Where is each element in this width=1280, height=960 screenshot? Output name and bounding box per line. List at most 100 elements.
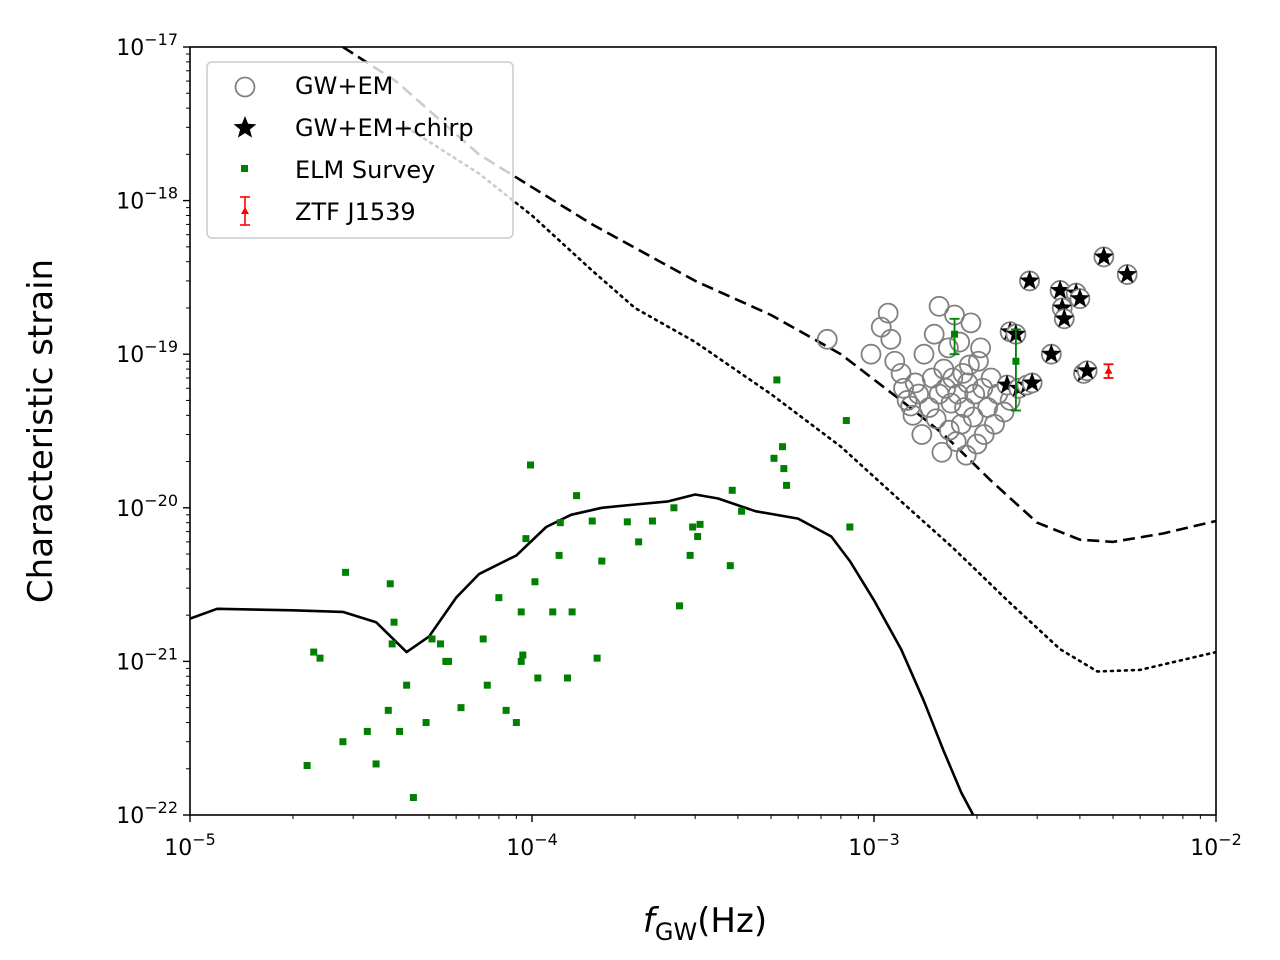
elm-survey-point <box>531 578 539 586</box>
elm-survey-point <box>738 507 746 515</box>
gw-em-point <box>950 413 972 435</box>
elm-survey-point <box>689 523 697 531</box>
legend-label-gw-em-chirp: GW+EM+chirp <box>295 114 474 142</box>
elm-survey-point <box>428 635 436 643</box>
elm-survey-point <box>694 533 702 541</box>
gw-em-point <box>937 337 959 359</box>
gw-em-chirp-point <box>1052 297 1073 317</box>
gw-em-point <box>962 406 984 428</box>
elm-survey-point <box>770 454 778 462</box>
elm-survey-point <box>384 706 392 714</box>
elm-survey-point <box>519 651 527 659</box>
elm-survey-point <box>388 640 396 648</box>
curve-galactic-foreground <box>190 493 975 815</box>
gw-em-point <box>958 354 980 376</box>
elm-survey-point <box>623 518 631 526</box>
gw-em-point <box>938 419 960 441</box>
elm-survey-point <box>422 719 430 727</box>
markers-layer <box>303 246 1138 801</box>
gw-em-point <box>955 444 977 466</box>
elm-survey-point <box>386 580 394 588</box>
gw-em-chirp-point <box>1117 264 1138 284</box>
elm-survey-point <box>549 608 557 616</box>
elm-survey-point <box>588 517 596 525</box>
legend-marker-star <box>233 116 257 138</box>
gw-em-point <box>918 397 940 418</box>
gw-em-point <box>816 328 838 350</box>
elm-survey-point <box>648 517 656 525</box>
gw-em-point <box>896 390 918 411</box>
elm-errorbar-point <box>1012 357 1020 365</box>
elm-survey-point <box>522 535 530 543</box>
elm-survey-point <box>457 704 465 712</box>
elm-survey-point <box>778 443 786 451</box>
gw-em-point <box>993 401 1015 423</box>
elm-survey-point <box>555 551 563 559</box>
y-tick-label: 10−17 <box>116 30 178 61</box>
elm-survey-point <box>635 538 643 546</box>
elm-survey-point <box>783 481 791 489</box>
legend-label-ztf-j1539: ZTF J1539 <box>295 198 416 226</box>
legend-label-gw-em: GW+EM <box>295 72 393 100</box>
gw-em-point <box>957 372 979 394</box>
gw-em-point <box>877 302 899 324</box>
gw-em-point <box>913 343 935 365</box>
x-tick-label: 10−5 <box>164 830 216 861</box>
gw-em-point <box>968 350 989 372</box>
gw-em-chirp-point <box>1022 372 1043 392</box>
x-tick-label: 10−4 <box>506 830 558 861</box>
gw-em-point <box>911 424 933 445</box>
elm-survey-point <box>527 461 535 469</box>
y-tick-label: 10−20 <box>116 491 178 522</box>
elm-survey-point <box>339 738 347 746</box>
y-tick-label: 10−21 <box>116 644 178 675</box>
elm-survey-point <box>568 608 576 616</box>
legend-label-elm-survey: ELM Survey <box>295 156 435 184</box>
elm-survey-point <box>483 681 491 689</box>
gw-em-point <box>925 408 947 430</box>
elm-survey-point <box>390 618 398 626</box>
y-tick-label: 10−22 <box>116 798 178 829</box>
elm-survey-point <box>556 519 564 527</box>
x-tick-label: 10−2 <box>1190 830 1242 861</box>
y-tick-label: 10−19 <box>116 337 178 368</box>
curve-sensitivity-dashed <box>342 47 1216 544</box>
elm-survey-point <box>495 594 503 602</box>
elm-survey-point <box>512 719 520 727</box>
gw-em-chirp-point <box>1054 308 1075 328</box>
gw-em-chirp-point <box>1050 280 1071 299</box>
legend: GW+EM GW+EM+chirp ELM Survey ZTF J1539 <box>206 61 514 239</box>
elm-survey-point <box>445 657 453 665</box>
elm-survey-point <box>396 727 404 735</box>
elm-survey-point <box>696 520 704 528</box>
gw-em-point <box>880 328 902 350</box>
elm-errorbar-point <box>951 330 959 338</box>
elm-survey-point <box>564 674 572 682</box>
elm-survey-point <box>573 492 581 500</box>
gw-em-point <box>960 312 982 334</box>
elm-survey-point <box>686 551 694 559</box>
gw-em-chirp-point <box>1041 343 1062 363</box>
legend-marker-errorbar-triangle <box>240 196 250 226</box>
y-tick-label: 10−18 <box>116 184 178 215</box>
gw-em-point <box>949 331 971 353</box>
elm-survey-point <box>517 608 525 616</box>
gw-em-point <box>935 377 957 399</box>
elm-survey-point <box>534 674 542 682</box>
gw-em-point <box>890 362 912 384</box>
gw-em-chirp-point <box>1019 270 1040 290</box>
gw-em-point <box>884 350 906 372</box>
gw-em-chirp-point <box>1077 360 1098 380</box>
legend-marker-square <box>241 165 248 172</box>
elm-survey-point <box>517 657 525 665</box>
elm-survey-point <box>726 562 734 570</box>
elm-survey-point <box>363 727 371 735</box>
elm-survey-point <box>479 635 487 643</box>
elm-survey-point <box>728 486 736 494</box>
gw-em-point <box>908 383 929 405</box>
elm-survey-point <box>773 376 781 384</box>
axis-ticks: 10−5 10−4 10−3 10−2 10−22 10−21 10−20 10−19 10−1… <box>116 30 1242 861</box>
elm-survey-point <box>372 760 380 768</box>
elm-survey-point <box>598 557 606 565</box>
elm-survey-point <box>342 568 350 576</box>
